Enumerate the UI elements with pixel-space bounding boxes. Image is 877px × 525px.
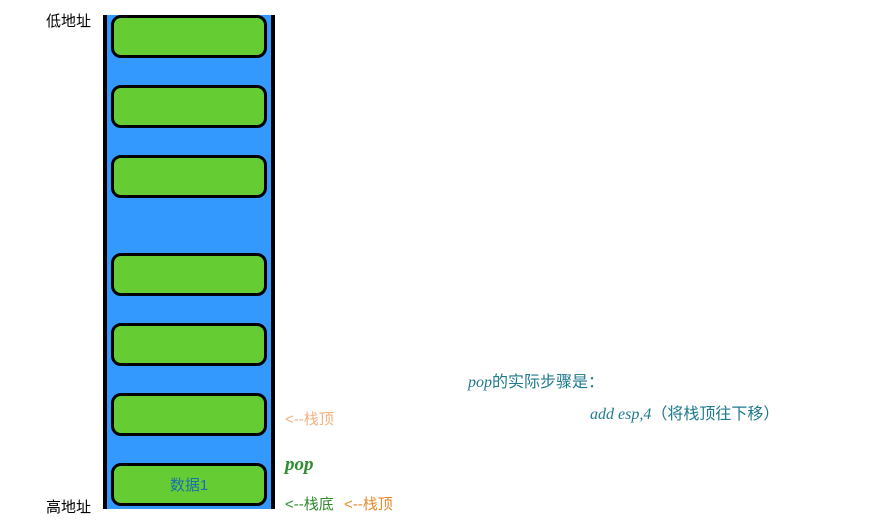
- explain-pop-keyword: pop: [468, 374, 492, 391]
- low-address-label: 低地址: [46, 10, 91, 31]
- high-address-label: 高地址: [46, 496, 91, 517]
- new-stack-top-arrow: <--栈顶: [344, 493, 393, 514]
- stack-cell: [111, 323, 267, 366]
- stack-cell: 数据1: [111, 463, 267, 506]
- stack-cell: [111, 155, 267, 198]
- stack-cell: [111, 85, 267, 128]
- stack-container: 数据1: [103, 15, 275, 509]
- pop-operation-label: pop: [285, 454, 314, 476]
- stack-bottom-arrow: <--栈底: [285, 493, 334, 514]
- explain-asm-code: add esp,4: [590, 406, 651, 423]
- old-stack-top-arrow: <--栈顶: [285, 408, 334, 429]
- explain-line1-text: 的实际步骤是：: [492, 374, 604, 391]
- stack-cell: [111, 253, 267, 296]
- explain-line-1: pop的实际步骤是：: [468, 368, 604, 392]
- stack-cell: [111, 15, 267, 58]
- explain-line2-note: （将栈顶往下移）: [651, 406, 779, 423]
- explain-line-2: add esp,4（将栈顶往下移）: [590, 400, 779, 424]
- stack-cell: [111, 393, 267, 436]
